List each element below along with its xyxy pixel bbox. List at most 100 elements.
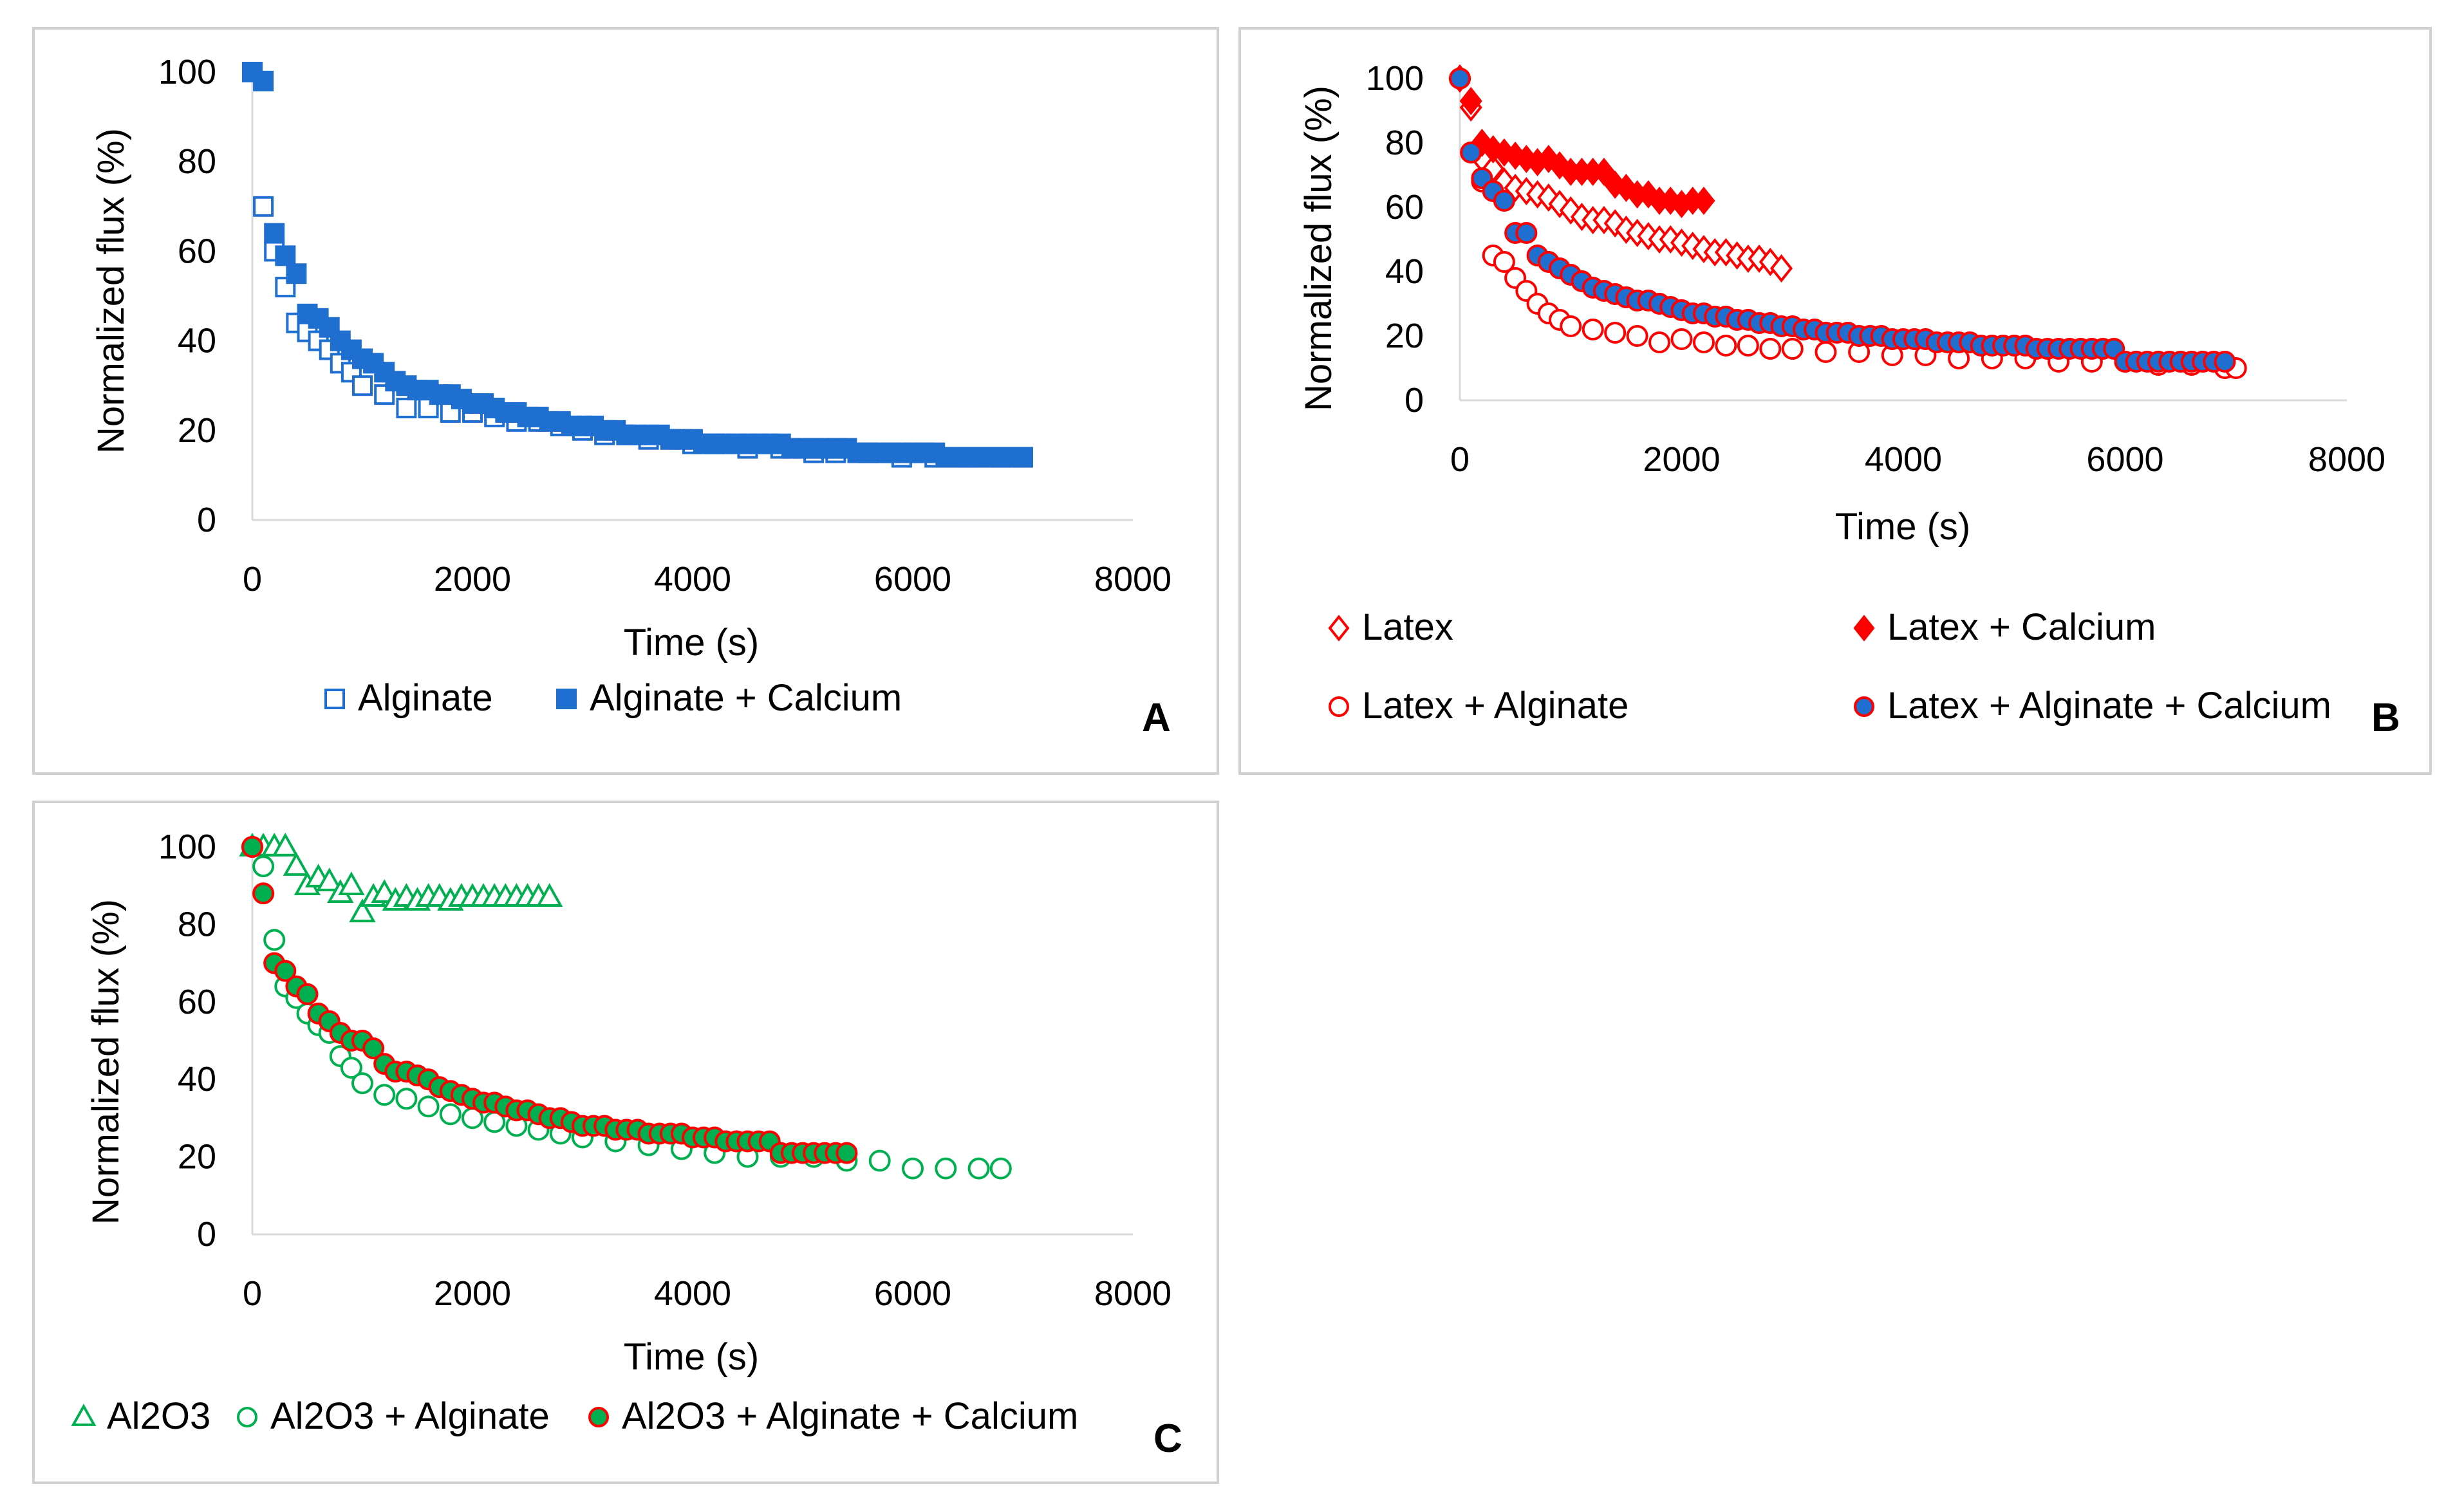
panel-c-y-axis-title: Normalized flux (%) [85,899,127,1225]
panel-a-legend: Alginate Alginate + Calcium [324,677,902,719]
legend-swatch [1329,696,1349,717]
panel-c-x-axis-title: Time (s) [624,1336,759,1378]
data-point [1449,68,1471,89]
legend-label: Al2O3 + Alginate [270,1395,550,1437]
panel-a-series-alginate-calcium [242,62,1033,468]
panel-c-y-tick-label: 40 [178,1060,216,1099]
legend-label: Alginate [358,677,493,719]
legend-swatch [556,689,577,709]
panel-c-y-tick-label: 100 [158,828,216,866]
panel-b-plot: 0 2000 4000 6000 8000 0 20 40 60 80 100 [1366,59,2385,479]
data-point [2214,351,2236,373]
data-point [1670,328,1693,350]
panel-a-legend-item-alginate-calcium: Alginate + Calcium [556,677,902,719]
legend-label: Latex + Calcium [1887,606,2156,648]
data-point [275,245,296,266]
data-point [1715,335,1737,357]
panel-c: 0 2000 4000 6000 8000 0 20 40 60 80 100 Time (s) N… [32,801,1219,1484]
panel-c-x-tick-label: 8000 [1094,1274,1171,1313]
data-point [253,70,274,91]
panel-a-y-tick-label: 80 [178,142,216,181]
panel-b-series-latex-calcium [1448,64,1715,218]
panel-c-y-tick-label: 20 [178,1138,216,1176]
data-point [349,898,376,923]
data-point [241,836,263,858]
data-point [340,1057,362,1079]
panel-c-legend-item-al2o3: Al2O3 [71,1395,210,1437]
panel-b-legend-item-latex-calcium: Latex + Calcium [1853,606,2156,648]
data-point [536,883,563,907]
data-point [286,263,307,284]
data-point [351,1072,373,1095]
legend-label: Latex + Alginate [1362,685,1629,727]
panel-b-y-tick-label: 60 [1385,188,1424,227]
data-point [1582,319,1604,340]
data-point [296,983,319,1005]
data-point [1815,341,1837,363]
panel-a-legend-item-alginate: Alginate [324,677,493,719]
panel-a-x-tick-label: 4000 [654,560,731,599]
data-point [316,868,343,891]
panel-c-x-tick-label: 6000 [874,1274,951,1313]
legend-label: Latex [1362,606,1453,648]
panel-c-series-al2o3 [239,832,563,923]
data-point [902,1157,924,1180]
data-point [835,1142,858,1164]
data-point [352,375,373,396]
panel-b-legend-item-latex-alginate: Latex + Alginate [1329,685,1629,727]
data-point [1626,325,1648,347]
panel-c-legend: Al2O3 Al2O3 + Alginate Al2O3 + Alginate + … [71,1395,1078,1437]
data-point [395,1088,418,1110]
panel-a: 0 2000 4000 6000 8000 0 20 40 60 80 100 Time (s) N… [32,27,1219,775]
legend-label: Latex + Alginate + Calcium [1887,685,2331,727]
panel-c-x-tick-label: 4000 [654,1274,731,1313]
legend-swatch [588,1407,609,1427]
panel-b-y-axis-title: Normalized flux (%) [1298,86,1339,411]
panel-b-y-tick-label: 100 [1366,59,1424,98]
panel-c-y-tick-label: 0 [197,1215,216,1254]
panel-a-y-tick-label: 60 [178,232,216,270]
panel-c-x-tick-label: 0 [243,1274,262,1313]
panel-b-legend-item-latex-alginate-calcium: Latex + Alginate + Calcium [1854,685,2331,727]
panel-b-series-latex [1448,64,1793,283]
panel-b-y-tick-label: 40 [1385,252,1424,291]
data-point [272,832,299,857]
panel-b-x-tick-label: 8000 [2308,440,2385,479]
data-point [1737,335,1759,357]
panel-c-legend-item-al2o3-alginate: Al2O3 + Alginate [237,1395,550,1437]
data-point [264,223,285,244]
data-point [1515,222,1538,244]
panel-b-x-axis-title: Time (s) [1835,506,1970,548]
panel-b-x-tick-label: 4000 [1865,440,1942,479]
data-point [1013,447,1033,468]
panel-a-x-tick-label: 6000 [874,560,951,599]
panel-a-y-tick-label: 0 [197,501,216,539]
panel-c-y-tick-label: 60 [178,983,216,1021]
panel-b: 0 2000 4000 6000 8000 0 20 40 60 80 100 Time (s) N… [1238,27,2432,775]
data-point [263,929,286,951]
panel-b-y-tick-label: 80 [1385,124,1424,162]
data-point [274,960,297,982]
panel-b-x-tick-label: 2000 [1643,440,1720,479]
panel-a-x-tick-label: 0 [243,560,262,599]
data-point [1759,338,1782,360]
data-point [1604,322,1627,344]
legend-label: Al2O3 [107,1395,210,1437]
panel-c-legend-item-al2o3-alginate-calcium: Al2O3 + Alginate + Calcium [588,1395,1078,1437]
legend-swatch [237,1407,257,1427]
panel-a-frame [32,27,1219,775]
panel-a-y-tick-label: 100 [158,53,216,91]
data-point [967,1157,990,1180]
panel-a-x-axis-title: Time (s) [624,622,759,664]
data-point [338,871,365,895]
legend-swatch [1854,696,1874,717]
panel-b-legend: Latex Latex + Calcium Latex + Alginate Late… [1328,606,2331,727]
panel-b-letter: B [2371,696,2400,740]
panel-c-y-tick-label: 80 [178,905,216,943]
panel-b-legend-item-latex: Latex [1328,606,1453,648]
panel-a-x-tick-label: 8000 [1094,560,1171,599]
data-point [252,855,275,878]
data-point [1459,87,1482,115]
data-point [362,1037,385,1060]
